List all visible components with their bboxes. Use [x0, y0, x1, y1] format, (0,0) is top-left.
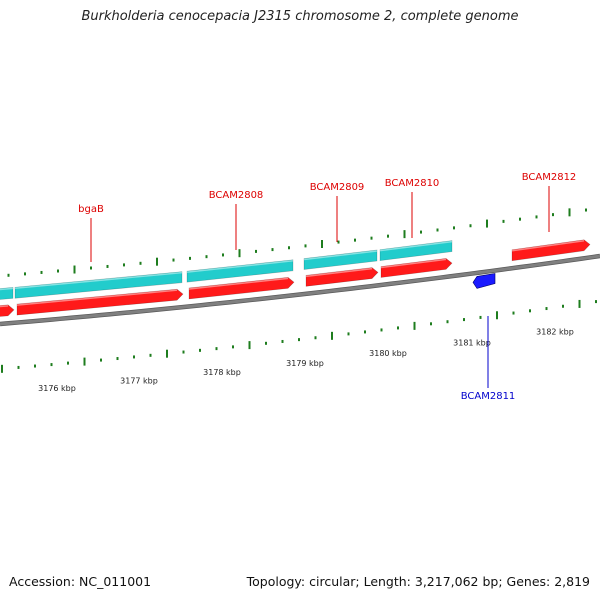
scale-label: 3182 kbp [536, 327, 574, 336]
cds-forward-arrow [511, 239, 591, 262]
cds-forward-arrow [380, 258, 453, 278]
gene-bar [379, 240, 453, 261]
cds-forward-arrow-highlight [188, 277, 289, 290]
scale-label: 3179 kbp [286, 359, 324, 368]
gene-bar-highlight [303, 250, 378, 261]
genome-summary: Topology: circular; Length: 3,217,062 bp… [246, 574, 590, 589]
gene-label: BCAM2811 [461, 391, 516, 402]
accession-text: Accession: NC_011001 [9, 574, 152, 589]
gene-label: BCAM2812 [522, 172, 577, 183]
backbone [0, 254, 600, 326]
gene-bar-highlight [0, 287, 14, 291]
gene-bar-highlight [14, 271, 183, 289]
map-title: Burkholderia cenocepacia J2315 chromosom… [81, 9, 519, 24]
cds-reverse-arrow [472, 273, 496, 289]
cds-forward-arrow-highlight [380, 258, 447, 269]
gene-label: BCAM2808 [209, 190, 264, 201]
scale-label: 3176 kbp [38, 384, 76, 393]
cds-forward-arrow-highlight [16, 289, 178, 306]
gene-bar [186, 259, 294, 283]
gene-bar-highlight [186, 260, 294, 273]
gene-bar-highlight [379, 240, 453, 252]
scale-label: 3181 kbp [453, 339, 491, 348]
cds-forward-arrow [16, 288, 184, 316]
scale-label: 3178 kbp [203, 368, 241, 377]
gene-bar [14, 271, 183, 299]
gene-bar [0, 287, 14, 300]
gene-label: BCAM2809 [310, 182, 365, 193]
scale-label: 3180 kbp [369, 349, 407, 358]
cds-forward-arrow [188, 277, 295, 300]
cds-forward-arrow-highlight [0, 305, 9, 308]
cds-forward-arrow-highlight [305, 267, 373, 278]
cds-forward-arrow-highlight [511, 240, 585, 252]
scale-label: 3177 kbp [120, 376, 158, 385]
gene-label: BCAM2810 [385, 178, 440, 189]
gene-bar [303, 249, 378, 270]
cds-forward-arrow [0, 304, 15, 317]
gene-label: bgaB [78, 204, 104, 215]
cds-forward-arrow [305, 267, 379, 287]
